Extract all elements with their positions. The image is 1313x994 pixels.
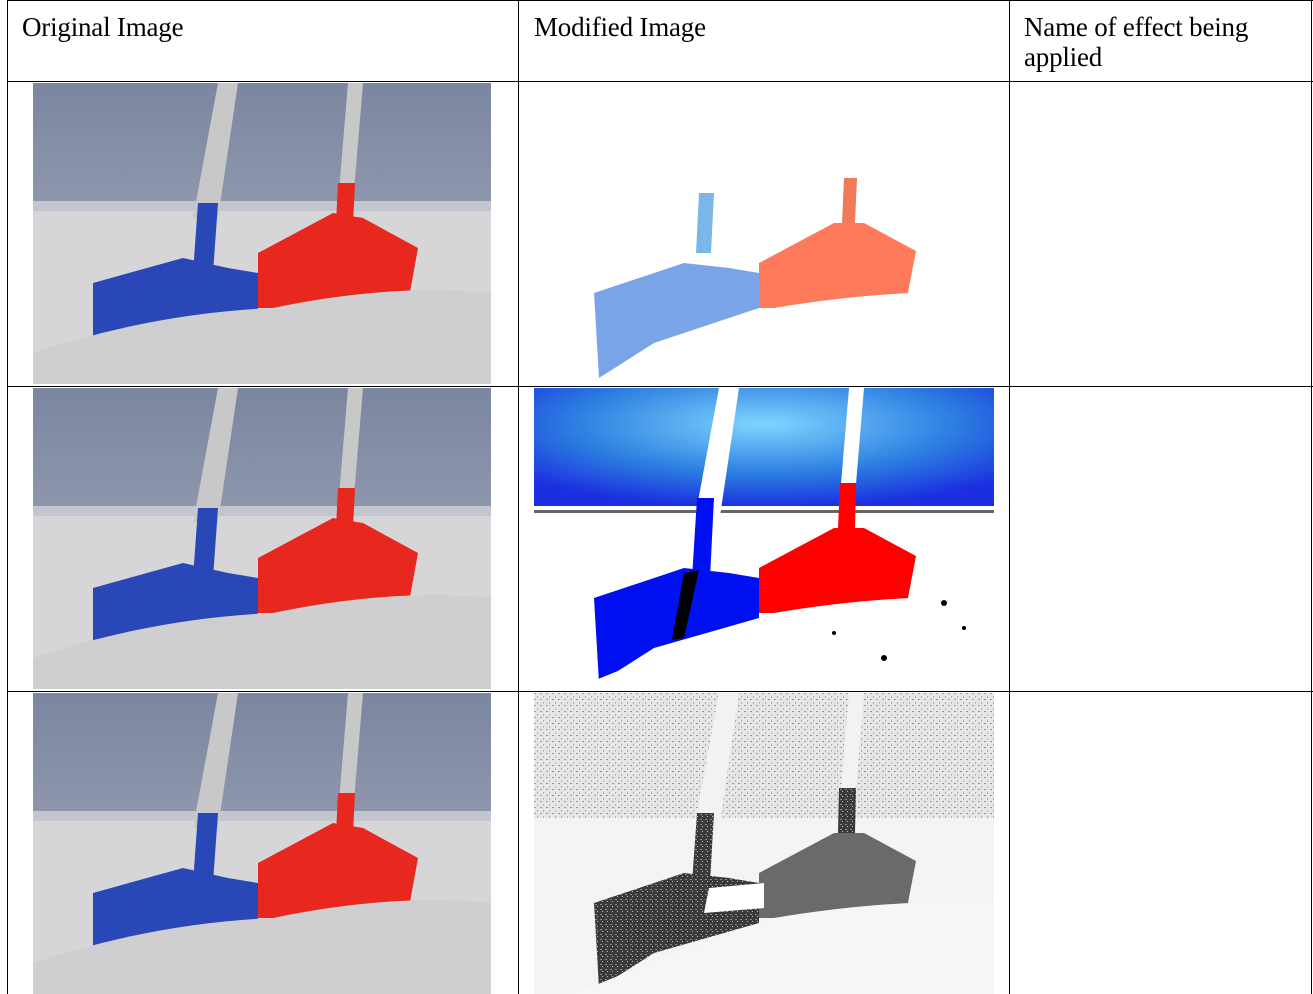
- effect-name-row-1[interactable]: [1011, 83, 1309, 384]
- modified-image-row-1: [534, 83, 994, 384]
- effect-name-row-3[interactable]: [1011, 693, 1309, 994]
- table-border-left: [7, 0, 8, 994]
- header-modified-image: Modified Image: [534, 12, 706, 42]
- header-original-image: Original Image: [22, 12, 184, 42]
- modified-image-row-3: [534, 693, 994, 994]
- effect-name-row-2[interactable]: [1011, 388, 1309, 689]
- table-border-right: [1311, 0, 1312, 994]
- table-border-top: [7, 0, 1313, 1]
- modified-image-row-2: [534, 388, 994, 689]
- original-image-row-2: [33, 388, 491, 689]
- column-divider-2: [1009, 0, 1010, 994]
- original-image-row-1: [33, 83, 491, 384]
- original-image-row-3: [33, 693, 491, 994]
- row-1-divider: [7, 386, 1313, 387]
- row-2-divider: [7, 691, 1313, 692]
- column-divider-1: [518, 0, 519, 994]
- header-effect-name: Name of effect being applied: [1024, 12, 1249, 72]
- header-row-divider: [7, 81, 1313, 82]
